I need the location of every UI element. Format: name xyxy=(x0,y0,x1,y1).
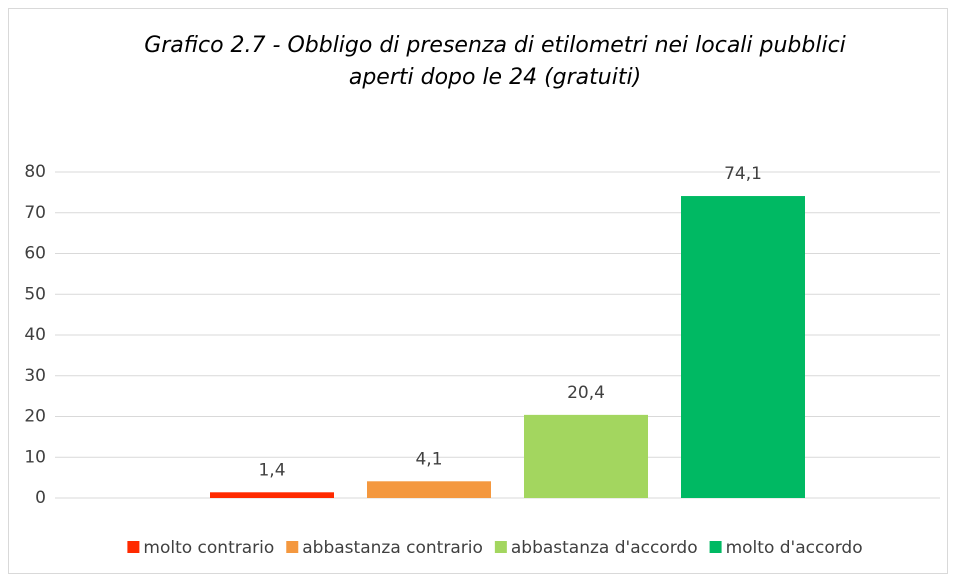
y-tick-label: 20 xyxy=(24,407,46,427)
data-label: 20,4 xyxy=(567,383,605,403)
bar xyxy=(681,196,805,499)
y-tick-label: 50 xyxy=(24,284,46,304)
y-tick-label: 30 xyxy=(24,366,46,386)
y-tick-label: 70 xyxy=(24,203,46,223)
legend-swatch xyxy=(127,541,140,553)
data-label: 74,1 xyxy=(724,164,762,184)
y-tick-label: 80 xyxy=(24,162,46,182)
data-label: 4,1 xyxy=(415,449,442,469)
y-tick-label: 10 xyxy=(24,447,46,467)
data-label: 1,4 xyxy=(258,460,285,480)
chart-title: aperti dopo le 24 (gratuiti) xyxy=(349,65,641,90)
bar xyxy=(524,414,648,498)
legend-swatch xyxy=(286,541,299,553)
chart-title: Grafico 2.7 - Obbligo di presenza di eti… xyxy=(144,33,846,58)
y-tick-label: 60 xyxy=(24,244,46,264)
legend-label: molto d'accordo xyxy=(726,538,863,558)
bar xyxy=(367,481,491,498)
legend-swatch xyxy=(494,541,507,553)
legend-swatch xyxy=(709,541,722,553)
legend-label: molto contrario xyxy=(143,538,274,558)
legend-label: abbastanza contrario xyxy=(302,538,483,558)
y-tick-label: 40 xyxy=(24,325,46,345)
legend-label: abbastanza d'accordo xyxy=(511,538,698,558)
bar xyxy=(210,492,334,498)
y-tick-label: 0 xyxy=(35,488,46,508)
